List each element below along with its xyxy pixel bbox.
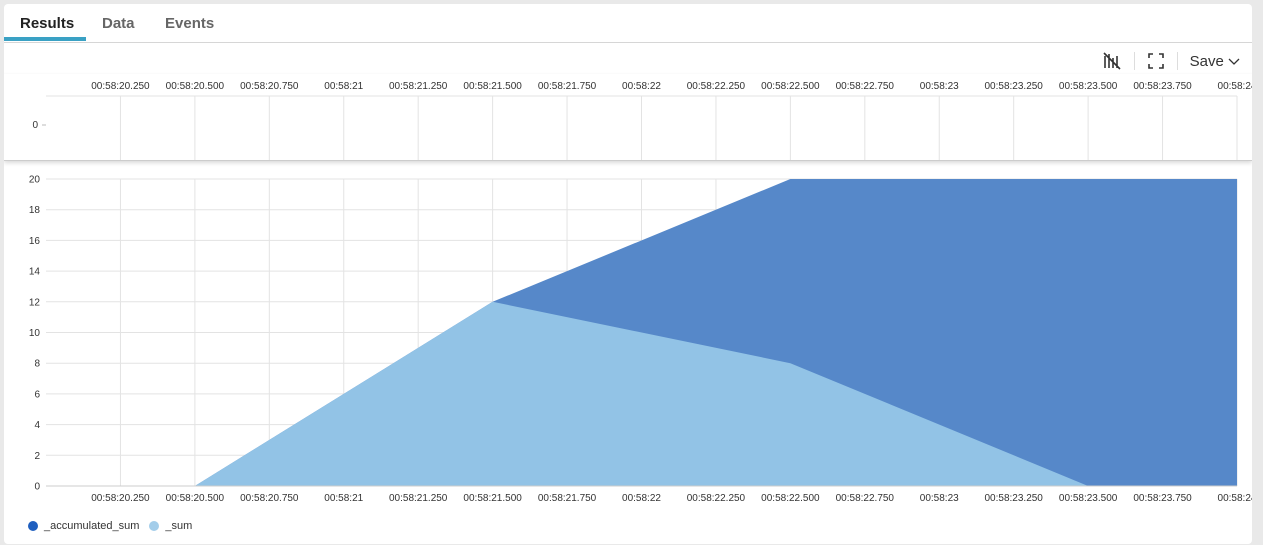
x-tick-label: 00:58:23.250 [984,493,1043,504]
mini-x-tick-label: 00:58:23.750 [1133,81,1192,92]
y-tick-label: 20 [29,175,41,186]
mini-x-tick-label: 00:58:21.500 [463,81,522,92]
main-chart: 0 2 4 6 8 10 12 14 16 18 20 00:58:20.250 00:58:20.50… [29,175,1252,505]
mini-x-tick-label: 00:58:22.250 [687,81,746,92]
overview-chart[interactable]: 00:58:20.250 00:58:20.500 00:58:20.750 00:5… [4,74,1252,161]
mini-y-tick-label: 0 [32,120,38,131]
mini-x-tick-label: 00:58:24 [1218,81,1252,92]
mini-x-tick-label: 00:58:22.750 [836,81,895,92]
x-tick-label: 00:58:22.750 [836,493,895,504]
y-tick-label: 4 [34,420,40,431]
x-tick-label: 00:58:23 [920,493,959,504]
fullscreen-icon[interactable] [1147,52,1165,70]
x-tick-label: 00:58:22 [622,493,661,504]
active-tab-indicator [4,37,86,41]
x-tick-label: 00:58:23.750 [1133,493,1192,504]
mini-x-tick-label: 00:58:23.250 [984,81,1043,92]
tab-data[interactable]: Data [102,15,135,32]
chevron-down-icon [1228,58,1240,65]
legend-label-sum[interactable]: _sum [165,520,193,532]
area-sum [46,301,1237,486]
tab-bar: Results Data Events [4,4,1252,43]
y-tick-label: 2 [34,451,40,462]
divider [1133,52,1135,70]
x-tick-label: 00:58:21.500 [463,493,522,504]
x-tick-label: 00:58:20.250 [91,493,150,504]
y-tick-label: 18 [29,205,41,216]
save-button[interactable]: Save [1190,53,1240,70]
mini-x-tick-label: 00:58:21.750 [538,81,597,92]
y-tick-label: 12 [29,297,41,308]
mini-x-tick-label: 00:58:23.500 [1059,81,1118,92]
x-tick-label: 00:58:20.500 [166,493,225,504]
x-tick-label: 00:58:21 [324,493,363,504]
tab-results[interactable]: Results [20,15,75,32]
x-tick-label: 00:58:21.750 [538,493,597,504]
chart-toolbar: Save [1102,50,1240,72]
mini-x-tick-label: 00:58:20.250 [91,81,150,92]
save-label: Save [1189,52,1224,70]
divider [1176,52,1178,70]
mini-x-tick-label: 00:58:20.500 [166,81,225,92]
y-tick-label: 14 [29,267,41,278]
legend: _accumulated_sum _sum [28,520,192,532]
mini-x-tick-label: 00:58:22.500 [761,81,820,92]
results-panel: Results Data Events Save 00:58:20.250 00:… [4,4,1252,544]
mini-x-tick-label: 00:58:21.250 [389,81,448,92]
y-tick-label: 10 [29,328,41,339]
mini-x-tick-label: 00:58:21 [324,81,363,92]
x-tick-label: 00:58:22.250 [687,493,746,504]
legend-label-accumulated-sum[interactable]: _accumulated_sum [44,520,140,532]
mini-x-tick-label: 00:58:23 [920,81,959,92]
x-tick-label: 00:58:23.500 [1059,493,1118,504]
mini-x-tick-label: 00:58:20.750 [240,81,299,92]
y-tick-label: 0 [34,482,40,493]
x-tick-label: 00:58:22.500 [761,493,820,504]
x-tick-label: 00:58:20.750 [240,493,299,504]
chart-toggle-icon[interactable] [1102,51,1122,71]
y-tick-label: 6 [34,389,40,400]
tab-events[interactable]: Events [165,15,215,32]
x-tick-label: 00:58:24 [1218,493,1252,504]
y-tick-label: 16 [29,236,41,247]
x-tick-label: 00:58:21.250 [389,493,448,504]
y-tick-label: 8 [34,359,40,370]
mini-x-tick-label: 00:58:22 [622,81,661,92]
legend-swatch-sum [149,521,160,531]
legend-swatch-accumulated-sum [28,521,38,531]
